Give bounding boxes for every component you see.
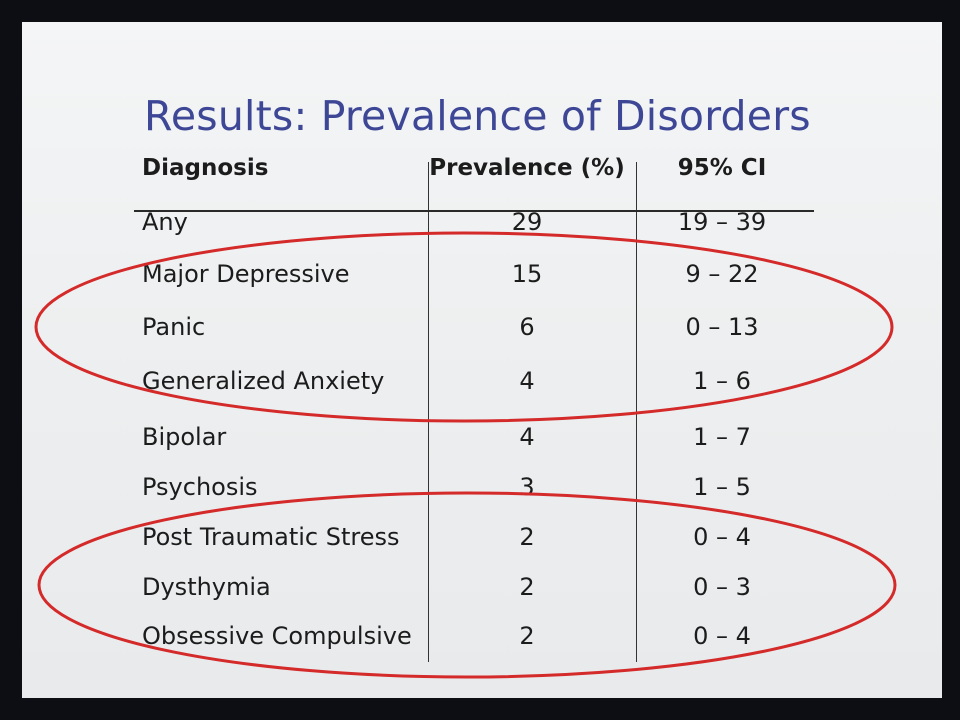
row-diagnosis: Bipolar (142, 423, 227, 451)
row-ci: 19 – 39 (677, 208, 767, 236)
row-diagnosis: Post Traumatic Stress (142, 523, 400, 551)
row-ci: 0 – 4 (693, 523, 751, 551)
row-ci: 0 – 13 (685, 313, 759, 341)
header-rule (134, 210, 814, 212)
row-ci: 1 – 6 (693, 367, 751, 395)
row-prevalence: 29 (511, 208, 543, 236)
column-divider (428, 162, 429, 662)
row-ci: 1 – 7 (693, 423, 751, 451)
highlight-ellipse-top (34, 231, 894, 423)
highlight-ellipse-bottom (37, 491, 897, 679)
row-prevalence: 15 (511, 260, 543, 288)
slide: Results: Prevalence of Disorders Diagnos… (22, 22, 942, 698)
row-diagnosis: Dysthymia (142, 573, 271, 601)
header-ci: 95% CI (677, 155, 767, 181)
row-diagnosis: Major Depressive (142, 260, 350, 288)
row-diagnosis: Any (142, 208, 188, 236)
row-diagnosis: Generalized Anxiety (142, 367, 385, 395)
row-prevalence: 6 (519, 313, 535, 341)
header-diagnosis: Diagnosis (142, 155, 269, 181)
row-ci: 0 – 4 (693, 622, 751, 650)
row-prevalence: 2 (519, 622, 535, 650)
row-ci: 0 – 3 (693, 573, 751, 601)
row-ci: 9 – 22 (685, 260, 759, 288)
row-diagnosis: Psychosis (142, 473, 258, 501)
annotation-overlay (34, 231, 897, 679)
row-diagnosis: Panic (142, 313, 206, 341)
prevalence-table: Diagnosis Prevalence (%) 95% CI Any 29 19 … (22, 22, 942, 698)
row-ci: 1 – 5 (693, 473, 751, 501)
header-prevalence: Prevalence (%) (429, 155, 625, 181)
row-prevalence: 2 (519, 523, 535, 551)
row-prevalence: 4 (519, 367, 535, 395)
row-diagnosis: Obsessive Compulsive (142, 622, 412, 650)
row-prevalence: 4 (519, 423, 535, 451)
row-prevalence: 2 (519, 573, 535, 601)
slide-title: Results: Prevalence of Disorders (144, 92, 811, 140)
